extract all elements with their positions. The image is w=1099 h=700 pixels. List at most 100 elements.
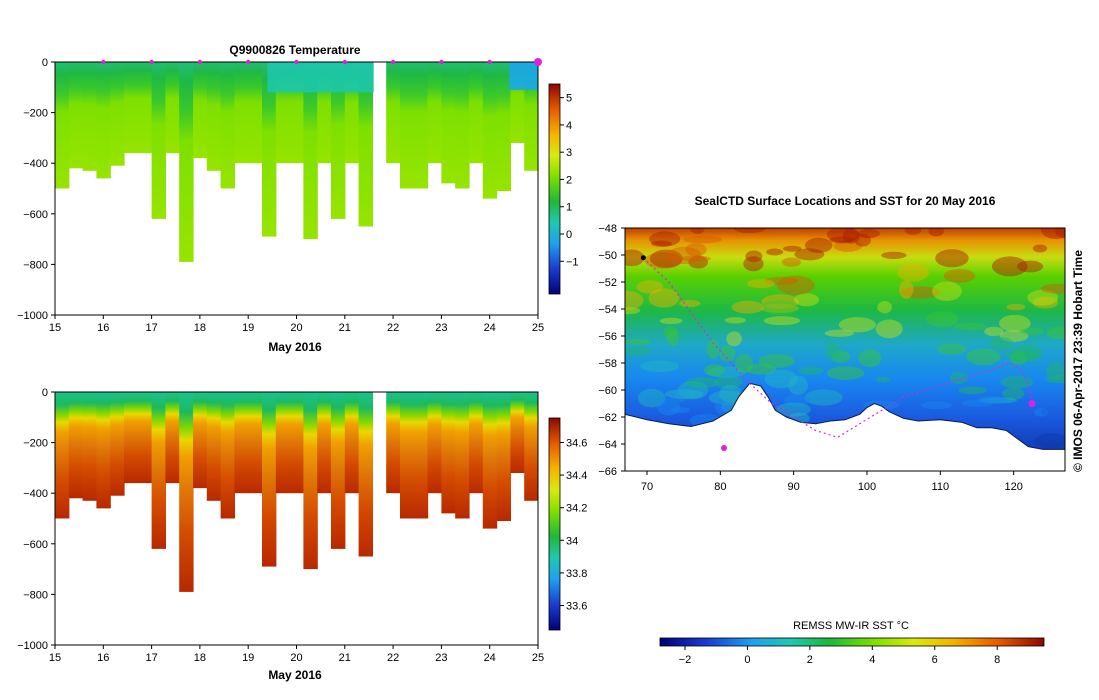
map-y-tick-label: −58 <box>598 358 617 370</box>
profile-column <box>165 62 180 154</box>
y-tick-label: −200 <box>23 108 48 120</box>
colorbar-tick-label: 4 <box>566 120 572 132</box>
temperature-axes: 15 16 17 18 19 20 21 22 23 24 25 0 −200 −400 −600 −800 −… <box>17 57 544 334</box>
x-tick-label: 20 <box>290 652 302 664</box>
sst-texture-blob <box>804 237 833 253</box>
map-x-tick-label: 120 <box>1004 481 1022 493</box>
sst-texture-blob <box>979 397 1018 404</box>
surface-marker <box>197 59 203 65</box>
sst-texture-blob <box>935 249 969 268</box>
x-tick-label: 17 <box>145 322 157 334</box>
sst-texture-blob <box>1000 375 1034 389</box>
y-tick-label: −1000 <box>17 310 48 322</box>
sst-map-title: SealCTD Surface Locations and SST for 20… <box>695 194 996 208</box>
temperature-colorbar-ticks: −1 0 1 2 3 4 5 <box>560 93 579 268</box>
profile-column <box>220 392 235 519</box>
profile-column <box>400 392 415 519</box>
sst-texture-blob <box>978 396 1007 403</box>
x-tick-label: 16 <box>97 322 109 334</box>
surface-marker <box>439 59 444 65</box>
x-tick-label: 22 <box>387 652 399 664</box>
sst-texture-blob <box>766 248 784 256</box>
profile-column <box>469 392 484 494</box>
sst-texture-blob <box>724 317 746 324</box>
sst-map-field <box>625 228 1065 471</box>
x-tick-label: 20 <box>290 322 302 334</box>
map-x-tick-label: 100 <box>858 481 876 493</box>
sst-texture-blob <box>733 228 767 234</box>
sst-colorbar-tick-label: 4 <box>869 654 875 666</box>
track-end-point <box>1028 400 1036 407</box>
x-tick-label: 25 <box>532 322 544 334</box>
sst-texture-blob <box>651 240 672 247</box>
x-tick-label: 15 <box>49 322 61 334</box>
profile-column <box>317 392 332 494</box>
map-y-tick-label: −54 <box>598 304 617 316</box>
sst-texture-blob <box>719 384 743 403</box>
sst-map-panel: SealCTD Surface Locations and SST for 20… <box>598 194 1085 666</box>
sst-texture-blob <box>875 376 891 383</box>
colorbar-tick-label: 33.6 <box>566 601 587 613</box>
profile-column <box>427 392 442 494</box>
profile-column <box>68 392 84 499</box>
y-tick-label: −200 <box>23 438 48 450</box>
y-tick-label: −600 <box>23 539 48 551</box>
profile-column <box>496 392 511 521</box>
sst-texture-blob <box>932 281 962 302</box>
sst-texture-blob <box>760 303 799 314</box>
sst-texture-blob <box>625 347 653 356</box>
sst-texture-blob <box>826 228 859 243</box>
sst-texture-blob <box>663 326 678 338</box>
profile-column <box>386 62 401 164</box>
sst-texture-blob <box>776 402 811 417</box>
profile-column <box>510 392 525 473</box>
sst-texture-blob <box>659 317 683 325</box>
sst-texture-blob <box>877 301 893 314</box>
sst-texture-blob <box>625 306 641 315</box>
sst-texture-blob <box>762 300 798 315</box>
sst-texture-blob <box>1040 228 1065 240</box>
sst-texture-blob <box>928 228 944 237</box>
y-tick-label: 0 <box>42 57 48 69</box>
sst-texture-blob <box>858 349 882 367</box>
sst-texture-blob <box>781 257 801 267</box>
sst-texture-blob <box>1019 327 1044 335</box>
sst-texture-blob <box>649 249 683 268</box>
sst-texture-blob <box>731 300 765 314</box>
x-tick-label: 17 <box>145 652 157 664</box>
profile-column <box>303 62 318 240</box>
colorbar-tick-label: 34.2 <box>566 503 587 515</box>
sst-texture-blob <box>900 286 941 299</box>
profile-column <box>331 62 346 219</box>
surface-marker <box>390 59 396 65</box>
sst-colorbar-ticks: −2 0 2 4 6 8 <box>679 646 1000 666</box>
sst-texture-blob <box>670 406 690 414</box>
profile-column <box>96 392 111 509</box>
sst-texture-blob <box>1002 387 1025 400</box>
sst-texture-blob <box>826 366 865 380</box>
temperature-profiles <box>55 62 538 262</box>
sst-texture-blob <box>897 263 930 282</box>
sst-texture-blob <box>991 256 1028 277</box>
sst-texture-blob <box>838 317 876 333</box>
antarctic-ice-mask <box>625 382 1065 471</box>
sst-texture-blob <box>637 388 666 408</box>
sst-texture-blob <box>1040 406 1060 417</box>
sst-texture-blob <box>677 381 709 400</box>
salinity-colorbar <box>548 417 561 631</box>
profile-column <box>413 392 429 519</box>
profile-column <box>386 392 401 494</box>
sst-texture-blob <box>926 311 959 327</box>
sst-texture-blob <box>857 229 881 239</box>
profile-column <box>179 392 194 592</box>
x-tick-label: 24 <box>484 652 496 664</box>
surface-cool-patch <box>267 62 374 93</box>
y-tick-label: −400 <box>23 158 48 170</box>
sst-texture-blob <box>664 389 704 400</box>
sst-texture-blob <box>666 329 680 347</box>
sst-texture-blob <box>825 342 840 360</box>
sst-texture-blob <box>999 330 1029 342</box>
y-tick-label: 0 <box>42 387 48 399</box>
sst-texture-blob <box>962 399 994 407</box>
sst-texture-blob <box>794 248 825 261</box>
